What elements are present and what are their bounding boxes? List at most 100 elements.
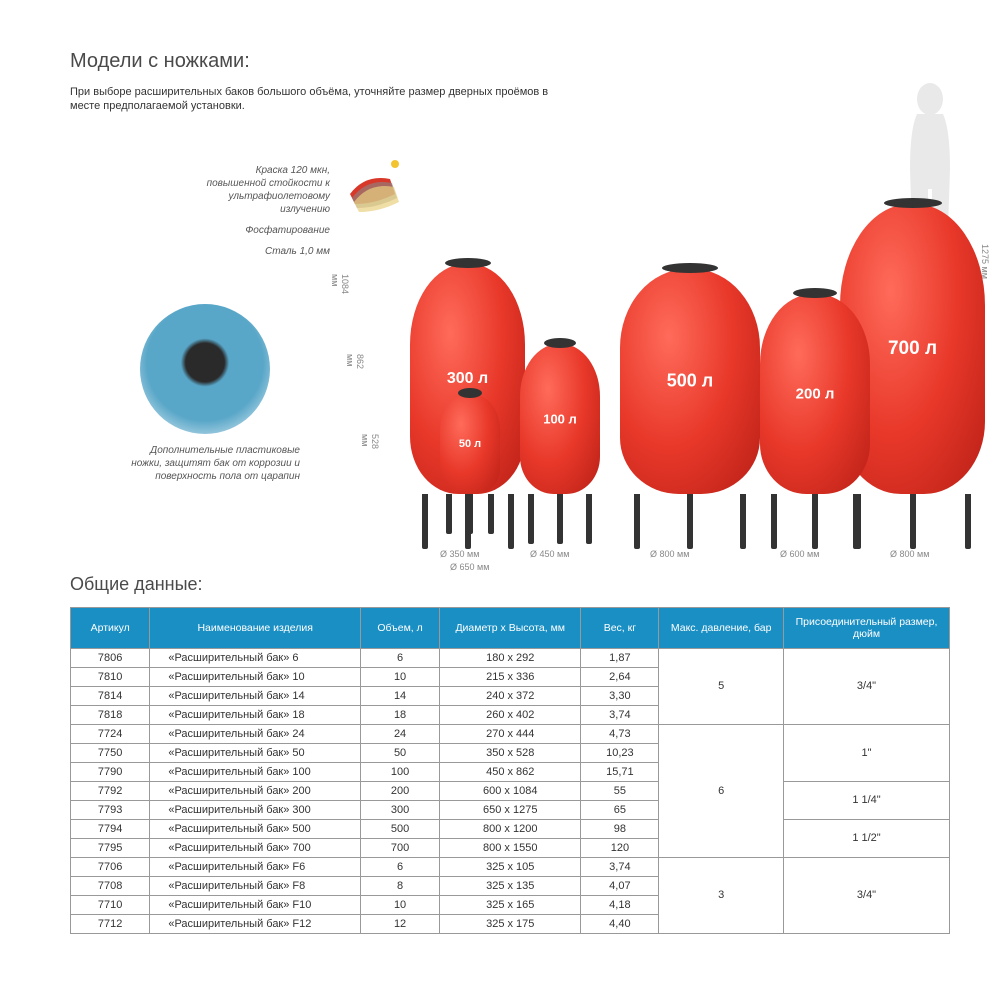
col-header: Вес, кг [581,607,659,648]
layer-phosphate: Фосфатирование [200,224,330,237]
cell-name: «Расширительный бак» 10 [150,667,361,686]
cell-art: 7818 [71,705,150,724]
cell-vol: 300 [361,800,440,819]
cell-name: «Расширительный бак» 24 [150,724,361,743]
cell-weight: 1,87 [581,648,659,667]
cell-art: 7795 [71,838,150,857]
cell-name: «Расширительный бак» 300 [150,800,361,819]
cell-weight: 4,73 [581,724,659,743]
section-title: Модели с ножками: [70,50,950,73]
col-header: Объем, л [361,607,440,648]
table-row: 7724 «Расширительный бак» 24 24 270 x 44… [71,724,950,743]
foot-caption: Дополнительные пластиковые ножки, защитя… [120,444,300,483]
table-row: 7792 «Расширительный бак» 200 200 600 x … [71,781,950,800]
layer-paint: Краска 120 мкн, повышенной стойкости к у… [200,164,330,216]
cell-art: 7814 [71,686,150,705]
cell-weight: 3,30 [581,686,659,705]
cell-name: «Расширительный бак» 14 [150,686,361,705]
layers-labels: Краска 120 мкн, повышенной стойкости к у… [200,164,330,266]
table-section-title: Общие данные: [70,574,950,595]
cell-art: 7710 [71,895,150,914]
table-row: 7794 «Расширительный бак» 500 500 800 x … [71,819,950,838]
diam-350: Ø 350 мм [440,549,479,559]
cell-name: «Расширительный бак» 50 [150,743,361,762]
cell-weight: 55 [581,781,659,800]
cell-art: 7794 [71,819,150,838]
cell-name: «Расширительный бак» 500 [150,819,361,838]
cell-dim: 800 x 1550 [440,838,581,857]
cell-dim: 240 x 372 [440,686,581,705]
cell-weight: 98 [581,819,659,838]
cell-weight: 65 [581,800,659,819]
cell-name: «Расширительный бак» 200 [150,781,361,800]
diam-800b: Ø 800 мм [890,549,929,559]
dim-528: 528 мм [360,434,380,449]
cell-dim: 600 x 1084 [440,781,581,800]
cell-name: «Расширительный бак» F10 [150,895,361,914]
col-header: Артикул [71,607,150,648]
cell-vol: 10 [361,895,440,914]
diam-450: Ø 450 мм [530,549,569,559]
cell-dim: 350 x 528 [440,743,581,762]
cell-vol: 8 [361,876,440,895]
cell-art: 7750 [71,743,150,762]
cell-dim: 800 x 1200 [440,819,581,838]
col-header: Наименование изделия [150,607,361,648]
cell-vol: 6 [361,857,440,876]
cell-vol: 14 [361,686,440,705]
cell-weight: 15,71 [581,762,659,781]
cell-conn: 3/4" [784,648,950,724]
cell-weight: 10,23 [581,743,659,762]
cell-art: 7712 [71,914,150,933]
cell-art: 7724 [71,724,150,743]
cell-conn: 3/4" [784,857,950,933]
cell-name: «Расширительный бак» F12 [150,914,361,933]
cell-art: 7708 [71,876,150,895]
diam-800a: Ø 800 мм [650,549,689,559]
cell-art: 7706 [71,857,150,876]
cell-pressure: 3 [659,857,784,933]
cell-dim: 325 x 165 [440,895,581,914]
cell-dim: 450 x 862 [440,762,581,781]
cell-weight: 4,40 [581,914,659,933]
cell-art: 7806 [71,648,150,667]
col-header: Диаметр х Высота, мм [440,607,581,648]
cell-conn: 1 1/4" [784,781,950,819]
cell-weight: 4,18 [581,895,659,914]
cell-name: «Расширительный бак» 100 [150,762,361,781]
col-header: Макс. давление, бар [659,607,784,648]
cell-art: 7792 [71,781,150,800]
table-row: 7806 «Расширительный бак» 6 6 180 x 292 … [71,648,950,667]
cell-weight: 120 [581,838,659,857]
cell-dim: 325 x 175 [440,914,581,933]
cell-vol: 12 [361,914,440,933]
cell-dim: 180 x 292 [440,648,581,667]
dim-862: 862 мм [345,354,365,369]
cell-art: 7810 [71,667,150,686]
cell-vol: 200 [361,781,440,800]
tanks-illustration: 1550 мм 1275 мм 1200 мм 300 л 700 л 50 л… [350,94,1000,554]
table-row: 7706 «Расширительный бак» F6 6 325 x 105… [71,857,950,876]
foot-detail-icon [140,304,270,434]
col-header: Присоединительный размер, дюйм [784,607,950,648]
diam-600: Ø 600 мм [780,549,819,559]
cell-pressure: 5 [659,648,784,724]
cell-dim: 650 x 1275 [440,800,581,819]
dim-1084: 1084 мм [330,274,350,294]
cell-dim: 270 x 444 [440,724,581,743]
cell-dim: 325 x 135 [440,876,581,895]
cell-art: 7790 [71,762,150,781]
cell-dim: 215 x 336 [440,667,581,686]
cell-dim: 260 x 402 [440,705,581,724]
cell-weight: 3,74 [581,705,659,724]
cell-vol: 100 [361,762,440,781]
diam-650: Ø 650 мм [450,562,489,572]
tank-200л: 200 л [760,294,870,494]
cell-vol: 24 [361,724,440,743]
cell-art: 7793 [71,800,150,819]
cell-name: «Расширительный бак» F8 [150,876,361,895]
cell-weight: 3,74 [581,857,659,876]
cell-vol: 18 [361,705,440,724]
cell-name: «Расширительный бак» 700 [150,838,361,857]
cell-conn: 1 1/2" [784,819,950,857]
